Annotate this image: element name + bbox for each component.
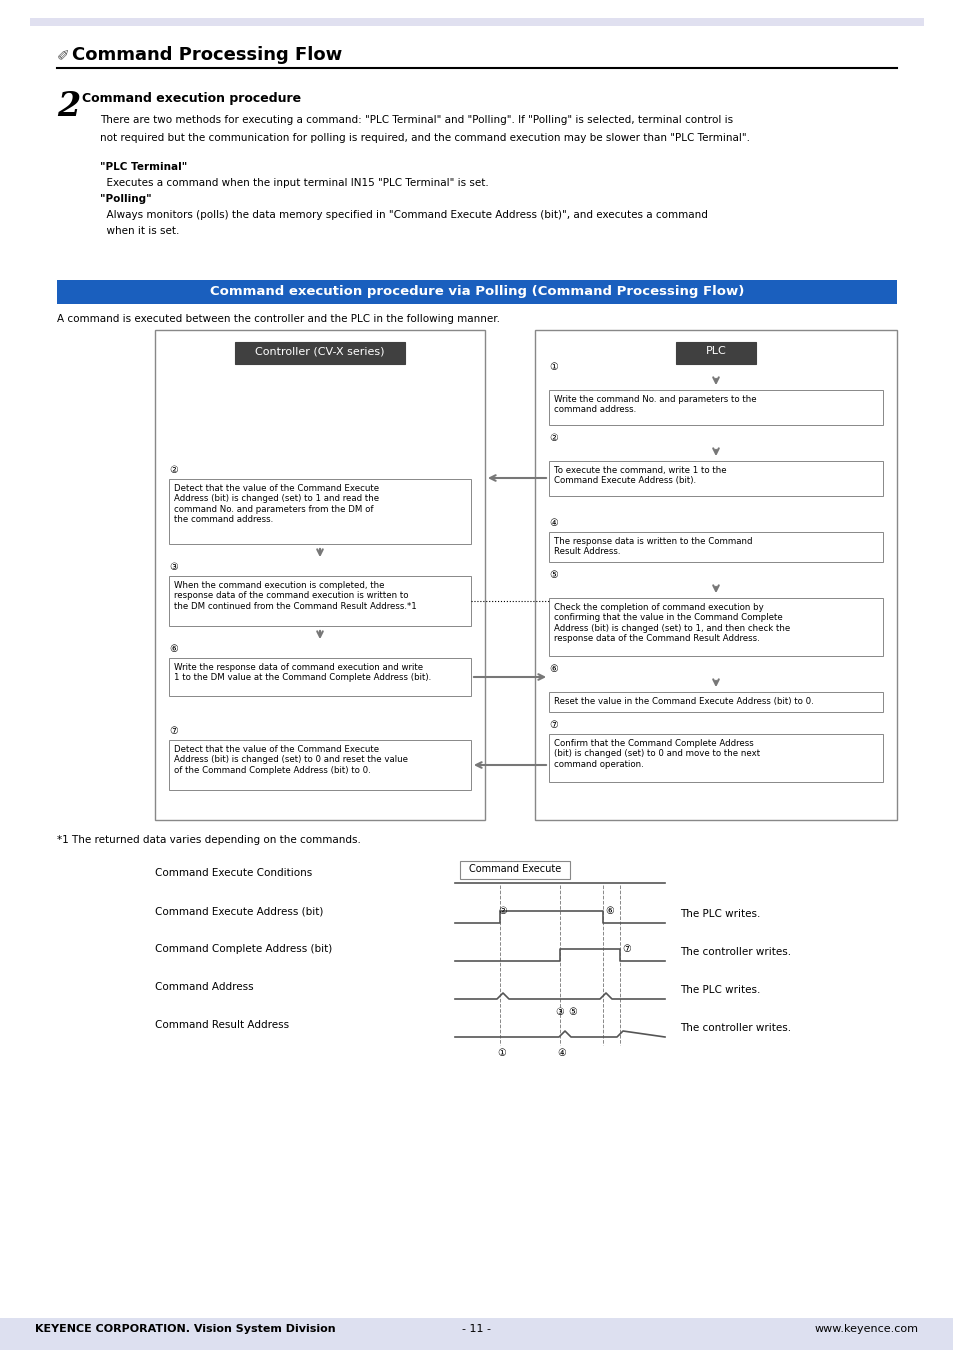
Text: ⑦: ⑦ [621,944,630,954]
Text: Write the response data of command execution and write
1 to the DM value at the : Write the response data of command execu… [173,663,431,682]
Text: ⑥: ⑥ [604,906,613,917]
Text: Detect that the value of the Command Execute
Address (bit) is changed (set) to 1: Detect that the value of the Command Exe… [173,485,378,524]
FancyBboxPatch shape [169,576,471,626]
Text: Write the command No. and parameters to the
command address.: Write the command No. and parameters to … [554,396,756,414]
Text: ④: ④ [557,1048,565,1058]
FancyBboxPatch shape [548,390,882,425]
FancyBboxPatch shape [548,598,882,656]
Text: ①: ① [548,362,558,373]
Text: Command Processing Flow: Command Processing Flow [71,46,342,63]
Text: *1 The returned data varies depending on the commands.: *1 The returned data varies depending on… [57,836,360,845]
Text: Check the completion of command execution by
confirming that the value in the Co: Check the completion of command executio… [554,603,789,643]
Text: www.keyence.com: www.keyence.com [814,1324,918,1334]
Text: Command Result Address: Command Result Address [154,1021,289,1030]
Text: "PLC Terminal": "PLC Terminal" [100,162,187,171]
Text: There are two methods for executing a command: "PLC Terminal" and "Polling". If : There are two methods for executing a co… [100,115,732,126]
Text: When the command execution is completed, the
response data of the command execut: When the command execution is completed,… [173,580,416,610]
Text: ⑤: ⑤ [548,570,558,580]
Text: The controller writes.: The controller writes. [679,946,790,957]
Text: ②: ② [169,464,177,475]
Text: when it is set.: when it is set. [100,225,179,236]
Text: ✐: ✐ [57,49,70,63]
FancyBboxPatch shape [0,1318,953,1350]
FancyBboxPatch shape [154,329,484,819]
Text: Command Execute: Command Execute [468,864,560,873]
Text: Controller (CV-X series): Controller (CV-X series) [255,346,384,356]
Text: The PLC writes.: The PLC writes. [679,986,760,995]
Text: - 11 -: - 11 - [462,1324,491,1334]
Text: PLC: PLC [705,346,725,356]
Text: Command execution procedure: Command execution procedure [82,92,301,105]
Text: Executes a command when the input terminal IN15 "PLC Terminal" is set.: Executes a command when the input termin… [100,178,488,188]
FancyBboxPatch shape [548,460,882,495]
Text: ⑦: ⑦ [169,726,177,736]
FancyBboxPatch shape [548,693,882,711]
Text: Command Execute Conditions: Command Execute Conditions [154,868,312,878]
Text: ①: ① [497,1048,505,1058]
FancyBboxPatch shape [535,329,896,819]
Text: ④: ④ [548,518,558,528]
Text: Command Complete Address (bit): Command Complete Address (bit) [154,944,332,954]
FancyBboxPatch shape [169,657,471,697]
Text: not required but the communication for polling is required, and the command exec: not required but the communication for p… [100,134,749,143]
Text: Command Execute Address (bit): Command Execute Address (bit) [154,906,323,917]
FancyBboxPatch shape [169,740,471,790]
Text: The PLC writes.: The PLC writes. [679,909,760,919]
Text: Confirm that the Command Complete Address
(bit) is changed (set) to 0 and move t: Confirm that the Command Complete Addres… [554,738,760,768]
FancyBboxPatch shape [548,532,882,562]
Text: ③: ③ [555,1007,563,1017]
FancyBboxPatch shape [234,342,405,365]
Text: Command execution procedure via Polling (Command Processing Flow): Command execution procedure via Polling … [210,285,743,298]
Text: 2: 2 [57,90,80,123]
Text: ⑤: ⑤ [567,1007,577,1017]
Text: A command is executed between the controller and the PLC in the following manner: A command is executed between the contro… [57,315,499,324]
Text: Reset the value in the Command Execute Address (bit) to 0.: Reset the value in the Command Execute A… [554,697,813,706]
FancyBboxPatch shape [459,861,569,879]
Text: ⑦: ⑦ [548,720,558,730]
Text: ②: ② [497,906,506,917]
FancyBboxPatch shape [30,18,923,26]
FancyBboxPatch shape [548,734,882,782]
Text: The controller writes.: The controller writes. [679,1023,790,1033]
FancyBboxPatch shape [57,279,896,304]
Text: To execute the command, write 1 to the
Command Execute Address (bit).: To execute the command, write 1 to the C… [554,466,726,486]
Text: ⑥: ⑥ [169,644,177,653]
Text: ②: ② [548,433,558,443]
FancyBboxPatch shape [676,342,755,365]
FancyBboxPatch shape [169,479,471,544]
Text: KEYENCE CORPORATION. Vision System Division: KEYENCE CORPORATION. Vision System Divis… [35,1324,335,1334]
Text: Command Address: Command Address [154,981,253,992]
Text: ③: ③ [169,562,177,572]
Text: The response data is written to the Command
Result Address.: The response data is written to the Comm… [554,537,752,556]
Text: Detect that the value of the Command Execute
Address (bit) is changed (set) to 0: Detect that the value of the Command Exe… [173,745,408,775]
Text: "Polling": "Polling" [100,194,152,204]
Text: ⑥: ⑥ [548,664,558,674]
Text: Always monitors (polls) the data memory specified in "Command Execute Address (b: Always monitors (polls) the data memory … [100,211,707,220]
